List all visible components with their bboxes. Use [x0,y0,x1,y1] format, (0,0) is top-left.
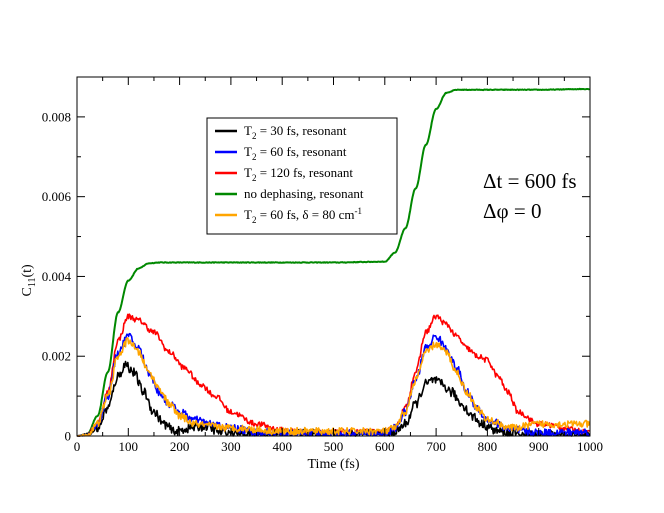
y-tick-label: 0 [65,429,72,444]
legend-label: no dephasing, resonant [244,186,364,201]
series-line [76,87,590,437]
legend-label: T2 = 60 fs, δ = 80 cm-1 [244,206,362,225]
x-tick-label: 200 [170,439,190,454]
y-axis-title: C11(t) [20,264,38,297]
x-tick-label: 300 [221,439,241,454]
x-tick-label: 500 [324,439,344,454]
legend-label: T2 = 30 fs, resonant [244,123,347,141]
series-line [77,313,590,437]
ticks-layer: 0 100 200 300 400 500 600 700 800 900 1000 0 0.002 0.… [42,77,603,454]
series-line [77,337,591,437]
y-tick-label: 0.004 [42,269,72,284]
series-line [77,332,590,437]
x-tick-label: 0 [74,439,81,454]
annotation-delta-t: Δt = 600 fs [483,169,577,193]
x-tick-label: 800 [478,439,498,454]
x-tick-label: 900 [529,439,549,454]
y-tick-label: 0.008 [42,109,71,124]
x-axis-title: Time (fs) [308,457,360,472]
annotation-delta-phi: Δφ = 0 [483,199,541,223]
x-tick-label: 1000 [577,439,603,454]
legend-box [206,117,398,235]
y-tick-label: 0.006 [42,189,72,204]
legend-label: T2 = 120 fs, resonant [244,165,353,183]
x-tick-label: 700 [426,439,446,454]
legend-label: T2 = 60 fs, resonant [244,144,347,162]
x-tick-label: 600 [375,439,395,454]
y-tick-label: 0.002 [42,349,71,364]
legend: T2 = 30 fs, resonant T2 = 60 fs, resonant… [206,117,398,235]
x-tick-label: 100 [119,439,139,454]
x-tick-label: 400 [272,439,292,454]
